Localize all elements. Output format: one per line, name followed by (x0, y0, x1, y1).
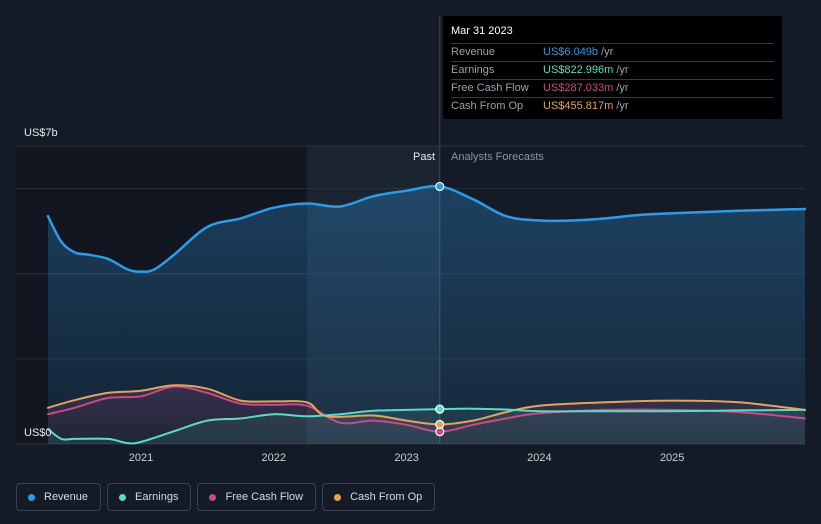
x-tick-label: 2025 (660, 452, 684, 464)
tooltip-label: Earnings (451, 64, 495, 76)
tooltip-unit: /yr (616, 100, 629, 112)
series-lines (46, 184, 807, 445)
x-tick-label: 2023 (394, 452, 418, 464)
tooltip: Mar 31 2023 Revenue US$6.049b /yr Earnin… (443, 16, 782, 119)
cash-from-op-line (47, 384, 806, 426)
tooltip-value: US$6.049b (543, 46, 599, 58)
tooltip-label: Free Cash Flow (451, 82, 529, 94)
free-cash-flow-line (47, 385, 806, 433)
tooltip-row-free-cash-flow: Free Cash Flow US$287.033m /yr (451, 79, 774, 97)
tooltip-row-earnings: Earnings US$822.996m /yr (451, 61, 774, 79)
legend-item-cash-from-op[interactable]: Cash From Op (322, 483, 436, 511)
tooltip-unit: /yr (601, 46, 614, 58)
chart-legend: Revenue Earnings Free Cash Flow Cash Fro… (16, 483, 436, 511)
revenue-area (48, 186, 805, 444)
y-axis-top-label: US$7b (24, 127, 58, 139)
legend-label: Earnings (135, 491, 179, 503)
past-label: Past (413, 151, 435, 163)
revenue-line (46, 184, 807, 273)
earnings-dot-icon (119, 493, 127, 501)
earnings-area (48, 408, 805, 444)
tooltip-value: US$822.996m (543, 64, 614, 76)
legend-label: Revenue (44, 491, 89, 503)
earnings-marker (435, 404, 445, 414)
tooltip-value: US$287.033m (543, 82, 614, 94)
earnings-line (47, 407, 806, 445)
tooltip-label: Revenue (451, 46, 496, 58)
x-axis-ticks: 2021 2022 2023 2024 2025 (129, 452, 685, 464)
forecast-label: Analysts Forecasts (451, 151, 544, 163)
legend-item-free-cash-flow[interactable]: Free Cash Flow (197, 483, 317, 511)
cash-from-op-dot-icon (334, 493, 342, 501)
axis-labels: US$7b US$0 Past Analysts Forecasts (24, 127, 544, 439)
tooltip-value: US$455.817m (543, 100, 614, 112)
y-axis-bottom-label: US$0 (24, 427, 52, 439)
tooltip-date: Mar 31 2023 (451, 25, 513, 37)
revenue-marker (435, 181, 445, 192)
legend-label: Free Cash Flow (225, 491, 304, 503)
legend-item-earnings[interactable]: Earnings (107, 483, 192, 511)
tooltip-unit: /yr (616, 64, 629, 76)
x-tick-label: 2024 (527, 452, 551, 464)
x-tick-label: 2021 (129, 452, 153, 464)
cash-from-op-marker (435, 419, 445, 430)
free-cash-flow-dot-icon (209, 493, 217, 501)
series-markers (435, 181, 445, 437)
tooltip-row-revenue: Revenue US$6.049b /yr (451, 43, 774, 61)
legend-label: Cash From Op (350, 491, 423, 503)
tooltip-unit: /yr (616, 82, 629, 94)
tooltip-row-cash-from-op: Cash From Op US$455.817m /yr (451, 97, 774, 115)
legend-item-revenue[interactable]: Revenue (16, 483, 102, 511)
x-tick-label: 2022 (262, 452, 286, 464)
revenue-dot-icon (28, 493, 35, 501)
tooltip-label: Cash From Op (451, 100, 524, 112)
